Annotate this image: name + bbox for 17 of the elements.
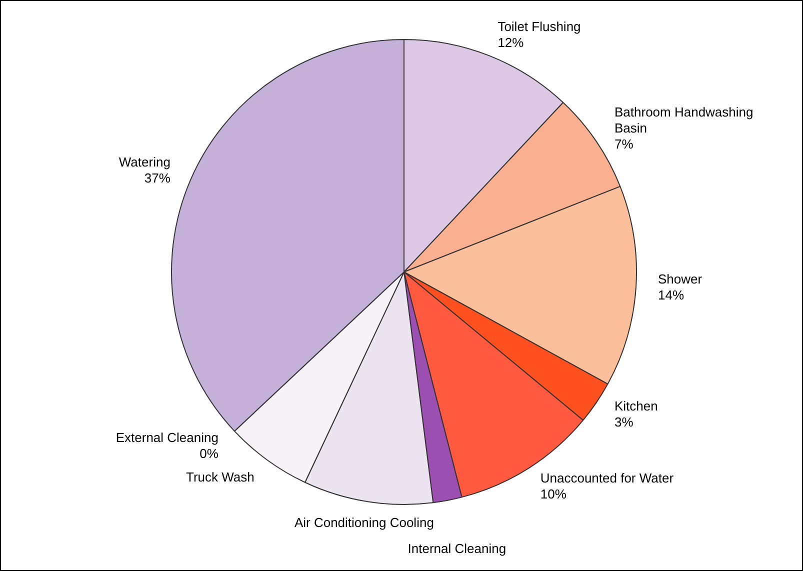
slice-label: Watering: [118, 154, 170, 170]
slice-label: Shower: [658, 272, 703, 287]
data-label: 14%: [658, 288, 684, 303]
slice-label: Bathroom Handwashing Basin: [614, 104, 754, 136]
data-label: 37%: [144, 170, 171, 186]
category-label: External Cleaning: [116, 430, 218, 445]
data-label: 10%: [540, 486, 567, 502]
text: 0%: [200, 446, 218, 461]
slice-label: Air Conditioning Cooling: [294, 514, 434, 530]
slice-label: Unaccounted for Water: [540, 470, 674, 486]
data-label: 7%: [614, 136, 634, 152]
slice-label: Toilet Flushing: [498, 18, 581, 34]
slice-label: Internal Cleaning: [408, 541, 506, 556]
slice-label: Kitchen: [614, 398, 658, 414]
data-label: 3%: [614, 414, 634, 430]
data-label: 12%: [498, 34, 524, 50]
slice-label: Truck Wash: [186, 469, 254, 484]
